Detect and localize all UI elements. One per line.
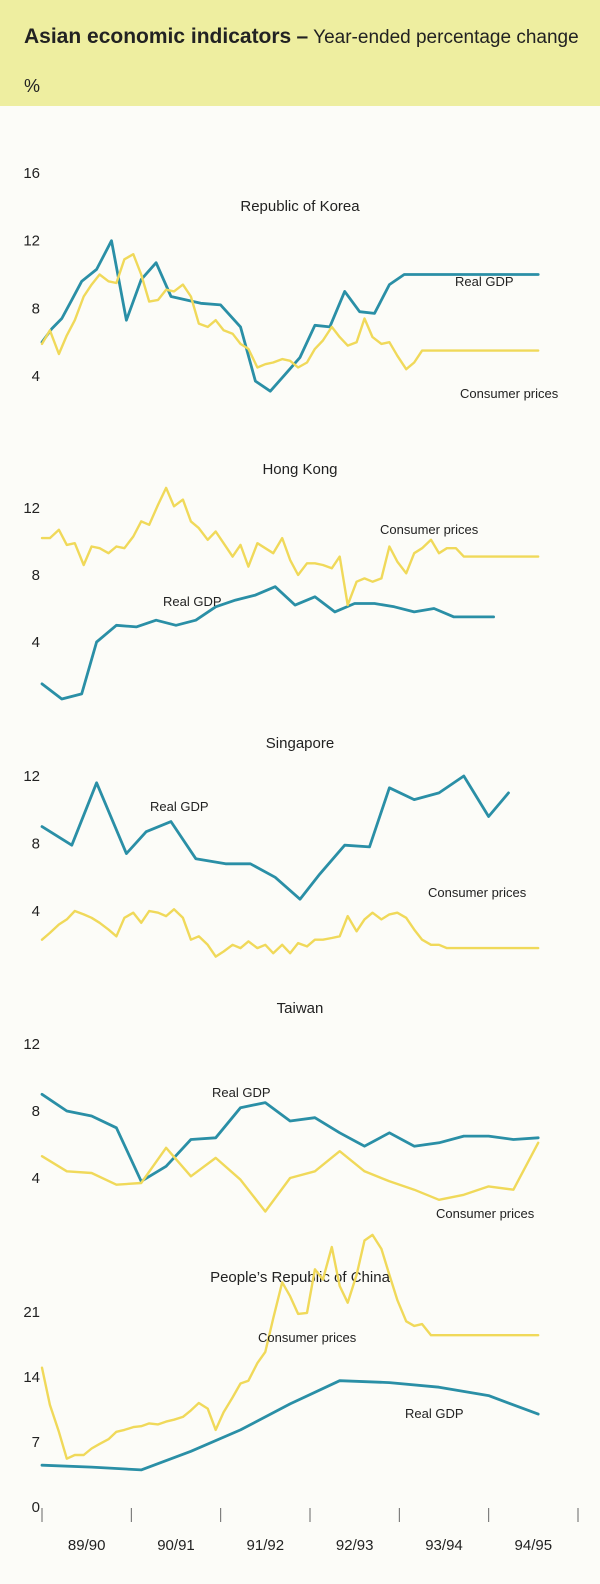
y-tick-label: 12 (23, 500, 40, 517)
y-tick-label: 8 (32, 1103, 40, 1120)
real-gdp-label: Real GDP (163, 594, 222, 609)
x-tick-label: 93/94 (425, 1537, 463, 1554)
x-tick-label: 91/92 (247, 1537, 285, 1554)
real-gdp-line (40, 1092, 540, 1183)
y-tick-label: 4 (32, 903, 40, 920)
y-tick-label: 8 (32, 300, 40, 317)
real-gdp-line (40, 239, 540, 393)
y-tick-label: 8 (32, 567, 40, 584)
consumer-prices-label: Consumer prices (436, 1206, 535, 1221)
real-gdp-label: Real GDP (455, 274, 514, 289)
unit-label: % (24, 76, 41, 96)
y-tick-label: 8 (32, 836, 40, 853)
y-tick-label: 4 (32, 1170, 40, 1187)
consumer-prices-label: Consumer prices (428, 885, 527, 900)
title-main: Asian economic indicators (24, 25, 292, 48)
real-gdp-line (40, 1379, 540, 1472)
panel-title: Taiwan (277, 1000, 324, 1017)
y-tick-label: 12 (23, 768, 40, 785)
x-tick-label: 94/95 (515, 1537, 553, 1554)
panel-title: Republic of Korea (240, 198, 360, 215)
y-tick-label: 4 (32, 634, 40, 651)
real-gdp-label: Real GDP (212, 1085, 271, 1100)
x-tick-label: 90/91 (157, 1537, 195, 1554)
y-tick-label: 12 (23, 233, 40, 250)
real-gdp-line (40, 774, 510, 901)
consumer-prices-label: Consumer prices (380, 522, 479, 537)
panel-title: People’s Republic of China (210, 1269, 390, 1286)
panel-title: Hong Kong (262, 461, 337, 478)
consumer-prices-line (40, 1141, 540, 1213)
y-tick-label: 21 (23, 1304, 40, 1321)
consumer-prices-label: Consumer prices (460, 386, 559, 401)
real-gdp-label: Real GDP (150, 799, 209, 814)
panel-title: Singapore (266, 735, 334, 752)
consumer-prices-line (40, 908, 540, 958)
consumer-prices-line (40, 1233, 540, 1460)
y-tick-label: 16 (23, 165, 40, 182)
consumer-prices-line (40, 486, 540, 607)
header-band (0, 0, 600, 106)
real-gdp-label: Real GDP (405, 1406, 464, 1421)
title-subtitle: Year-ended percentage change (313, 27, 579, 48)
y-tick-label: 7 (32, 1434, 40, 1451)
real-gdp-line (40, 585, 496, 701)
y-tick-label: 0 (32, 1499, 40, 1516)
y-tick-label: 12 (23, 1036, 40, 1053)
x-tick-label: 92/93 (336, 1537, 374, 1554)
consumer-prices-line (40, 252, 540, 371)
title-dash: – (296, 25, 309, 48)
chart-title: Asian economic indicators – Year-ended p… (24, 24, 584, 51)
consumer-prices-label: Consumer prices (258, 1330, 357, 1345)
y-tick-label: 14 (23, 1369, 40, 1386)
y-tick-label: 4 (32, 368, 40, 385)
x-tick-label: 89/90 (68, 1537, 106, 1554)
